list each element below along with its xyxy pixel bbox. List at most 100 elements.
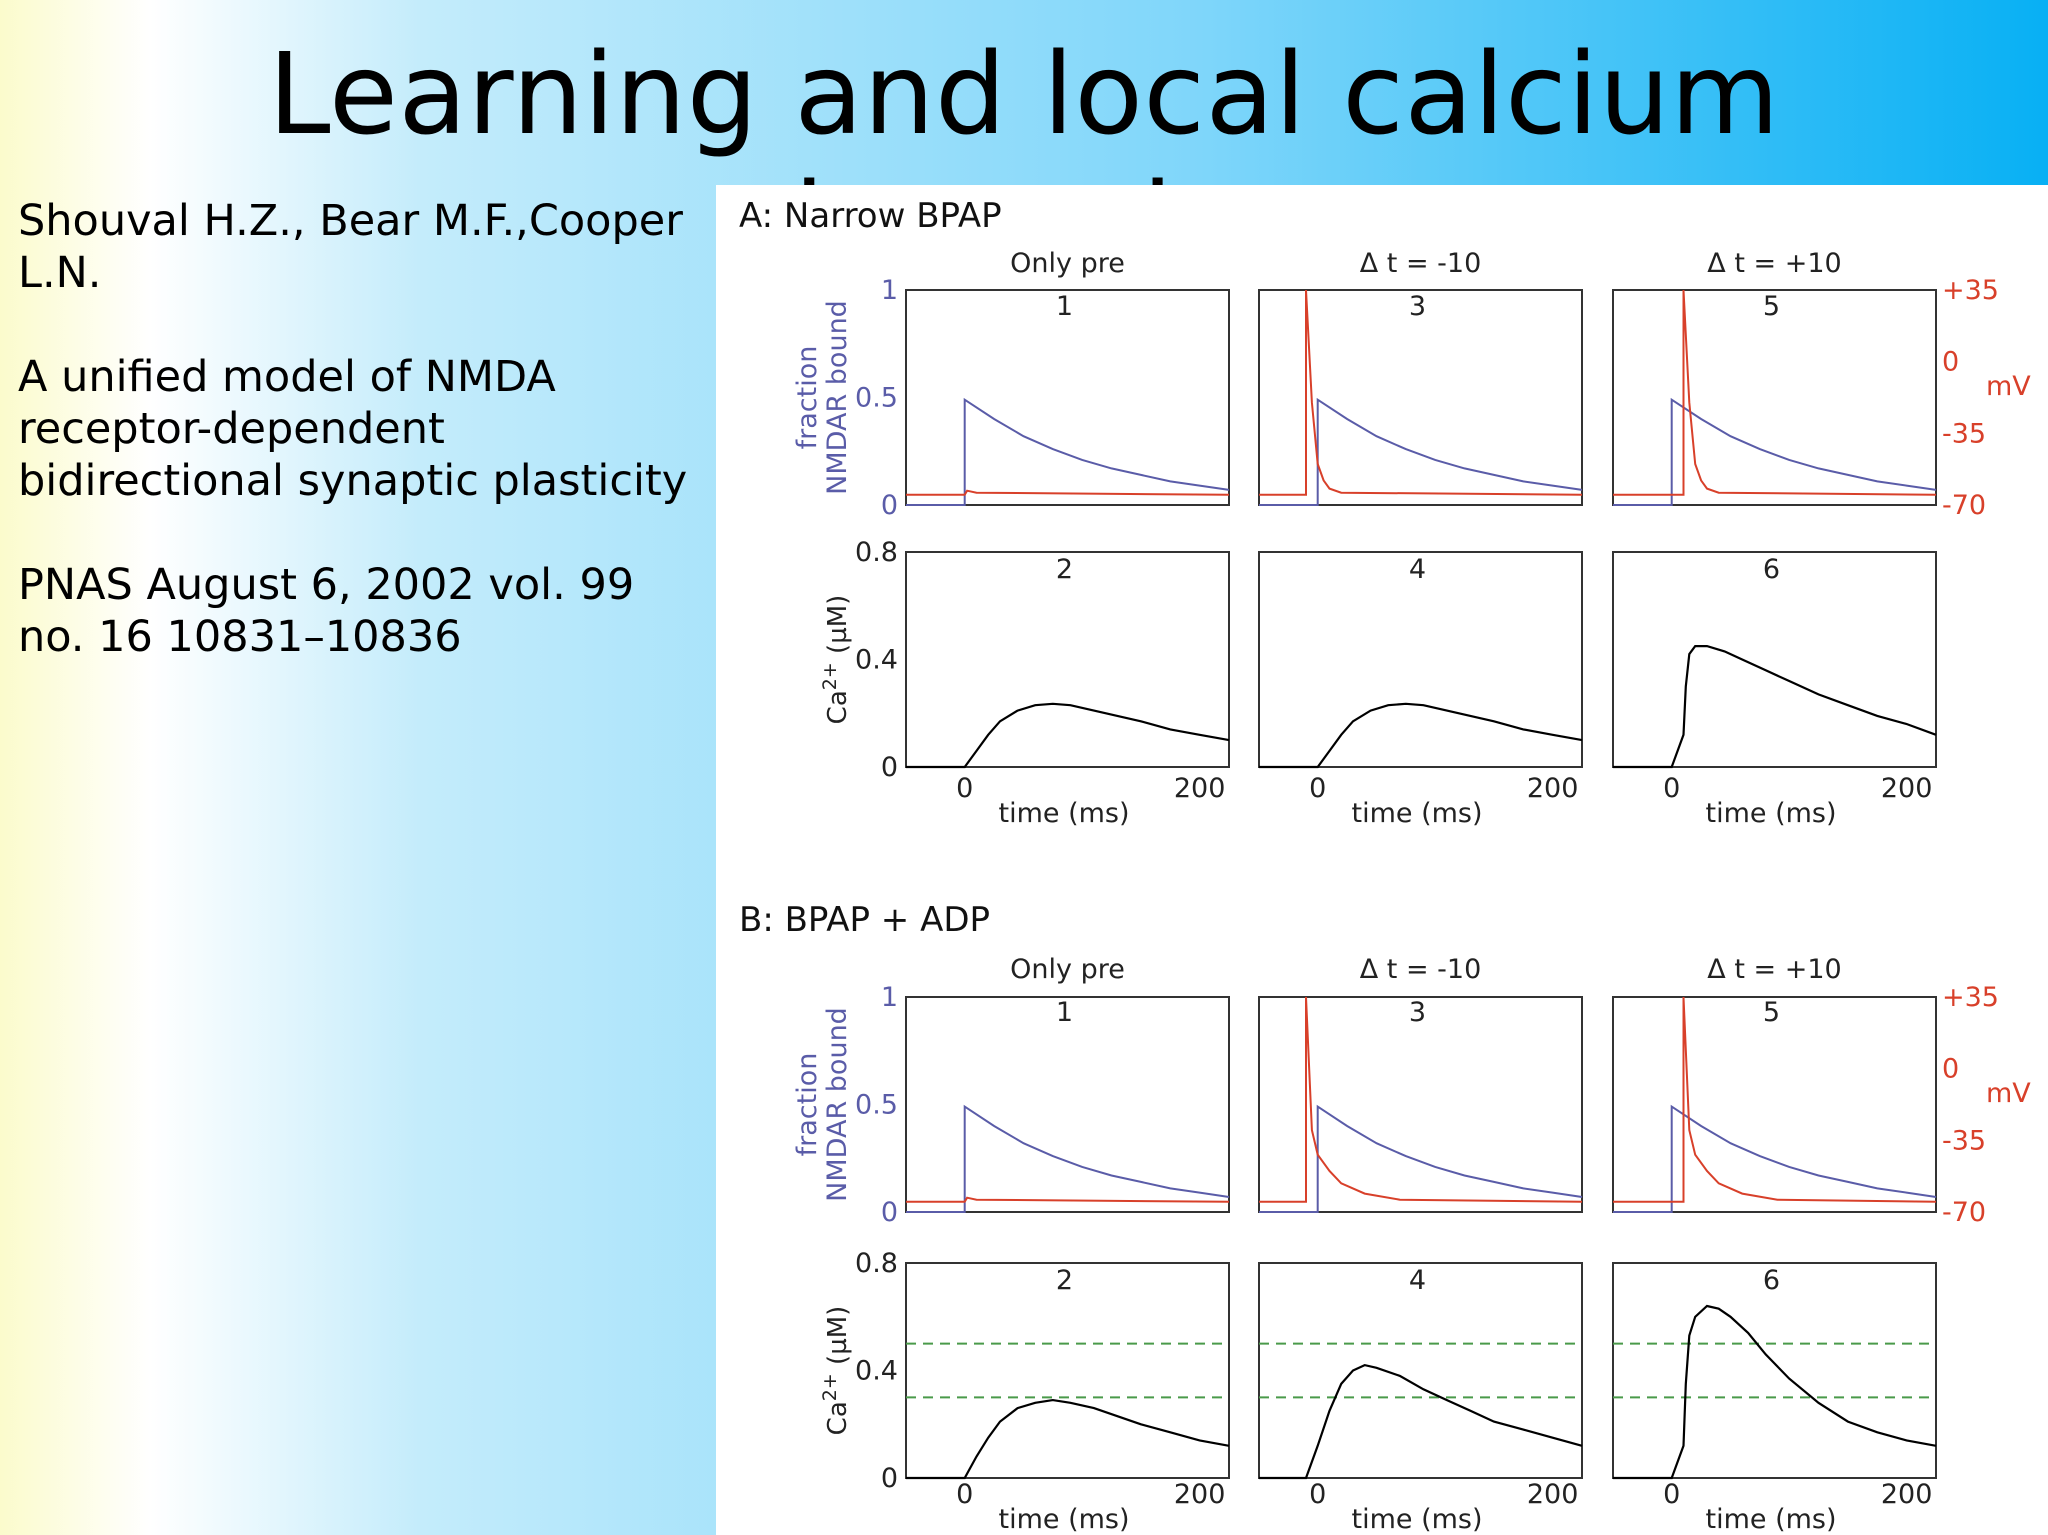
subplot-bottom-2: 2 [905, 1262, 1230, 1480]
column-title: Δ t = +10 [1707, 954, 1841, 985]
right-axis-tick: +35 [1942, 275, 1999, 306]
left-axis-tick-top: 0.5 [855, 383, 898, 414]
right-axis-tick: -70 [1942, 490, 1986, 521]
voltage-trace [906, 1196, 1230, 1203]
left-axis-tick-top: 0.5 [855, 1090, 898, 1121]
voltage-trace [1259, 289, 1583, 496]
calcium-trace [1613, 1304, 1937, 1480]
x-axis-label: time (ms) [1705, 1504, 1836, 1535]
subplot-number: 5 [1763, 291, 1780, 322]
figure-panel: A: Narrow BPAP fractionNMDAR bound -70 -35 0… [716, 185, 2048, 1535]
x-axis-tick: 200 [1174, 1479, 1226, 1510]
left-axis-tick-bottom: 0.8 [855, 537, 898, 568]
x-axis-label: time (ms) [1351, 798, 1482, 829]
right-axis-tick: -35 [1942, 1125, 1986, 1156]
column-title: Δ t = -10 [1360, 248, 1482, 279]
x-axis-label: time (ms) [998, 798, 1129, 829]
x-axis-tick: 0 [1309, 1479, 1326, 1510]
left-axis-tick-bottom: 0 [881, 752, 898, 783]
subplot-number: 4 [1409, 1265, 1426, 1296]
x-axis-label: time (ms) [1351, 1504, 1482, 1535]
panel-title: B: BPAP + ADP [739, 900, 990, 940]
subplot-number: 4 [1409, 554, 1426, 585]
subplot-number: 2 [1056, 1265, 1073, 1296]
subplot-frame [1258, 1262, 1583, 1479]
subplot-top-5: 5 [1612, 289, 1937, 506]
panel-title: A: Narrow BPAP [739, 196, 1002, 236]
x-axis-label: time (ms) [1705, 798, 1836, 829]
right-axis-tick: -35 [1942, 418, 1986, 449]
x-axis-tick: 0 [1663, 773, 1680, 804]
subplot-frame [905, 996, 1230, 1213]
left-axis-tick-top: 1 [881, 982, 898, 1013]
x-axis-tick: 200 [1527, 773, 1579, 804]
subplot-number: 6 [1763, 1265, 1780, 1296]
subplot-top-1: 1 [905, 996, 1230, 1213]
subplot-frame [1612, 996, 1937, 1213]
subplot-frame [905, 1262, 1230, 1479]
subplot-number: 6 [1763, 554, 1780, 585]
column-title: Only pre [1010, 954, 1125, 985]
right-axis-tick: +35 [1942, 982, 1999, 1013]
citation-journal: PNAS August 6, 2002 vol. 99 no. 16 10831… [18, 560, 635, 662]
left-axis-tick-bottom: 0.4 [855, 645, 898, 676]
left-axis-tick-top: 1 [881, 275, 898, 306]
left-axis-tick-top: 0 [881, 1197, 898, 1228]
left-axis-tick-bottom: 0 [881, 1463, 898, 1494]
citation-authors: Shouval H.Z., Bear M.F.,Cooper L.N. [18, 196, 683, 298]
x-axis-label: time (ms) [998, 1504, 1129, 1535]
right-axis-tick: -70 [1942, 1197, 1986, 1228]
column-title: Only pre [1010, 248, 1125, 279]
left-axis-tick-bottom: 0.4 [855, 1356, 898, 1387]
subplot-bottom-4: 4 [1258, 1262, 1583, 1480]
x-axis-tick: 0 [956, 1479, 973, 1510]
left-axis-tick-top: 0 [881, 490, 898, 521]
subplot-frame [1258, 289, 1583, 506]
right-axis-tick: 0 [1942, 347, 1959, 378]
calcium-trace [906, 1398, 1230, 1480]
y-axis-label-nmdar: fractionNMDAR bound [792, 1007, 853, 1202]
voltage-trace [1259, 996, 1583, 1203]
nmdar-trace [1259, 397, 1583, 506]
subplot-number: 2 [1056, 554, 1073, 585]
subplot-frame [1612, 551, 1937, 768]
column-title: Δ t = +10 [1707, 248, 1841, 279]
subplot-number: 1 [1056, 997, 1073, 1028]
calcium-trace [1259, 1363, 1583, 1480]
x-axis-tick: 200 [1881, 1479, 1933, 1510]
subplot-frame [1258, 996, 1583, 1213]
subplot-frame [1612, 289, 1937, 506]
calcium-trace [1259, 702, 1583, 769]
subplot-bottom-2: 2 [905, 551, 1230, 769]
subplot-top-1: 1 [905, 289, 1230, 506]
calcium-trace [906, 702, 1230, 769]
voltage-trace [1613, 996, 1937, 1203]
right-axis-tick: 0 [1942, 1054, 1959, 1085]
subplot-bottom-6: 6 [1612, 551, 1937, 769]
subplot-frame [905, 551, 1230, 768]
subplot-number: 5 [1763, 997, 1780, 1028]
subplot-top-3: 3 [1258, 996, 1583, 1213]
subplot-frame [1258, 551, 1583, 768]
x-axis-tick: 200 [1881, 773, 1933, 804]
subplot-bottom-4: 4 [1258, 551, 1583, 769]
nmdar-trace [1259, 1104, 1583, 1213]
subplot-number: 1 [1056, 291, 1073, 322]
x-axis-tick: 200 [1174, 773, 1226, 804]
x-axis-tick: 0 [1663, 1479, 1680, 1510]
left-axis-tick-bottom: 0.8 [855, 1248, 898, 1279]
nmdar-trace [1613, 1104, 1937, 1213]
y-axis-label-calcium: Ca2+ (µM) [819, 1306, 853, 1436]
right-axis-label-mv: mV [1986, 1078, 2031, 1109]
x-axis-tick: 0 [956, 773, 973, 804]
voltage-trace [1613, 289, 1937, 496]
subplot-number: 3 [1409, 997, 1426, 1028]
nmdar-trace [906, 1104, 1230, 1213]
right-axis-label-mv: mV [1986, 371, 2031, 402]
figure-svg: A: Narrow BPAP fractionNMDAR bound -70 -35 0… [739, 196, 2031, 1535]
x-axis-tick: 200 [1527, 1479, 1579, 1510]
calcium-trace [1613, 645, 1937, 769]
subplot-frame [1612, 1262, 1937, 1479]
citation-block: Shouval H.Z., Bear M.F.,Cooper L.N. A un… [18, 195, 698, 715]
citation-article-title: A unified model of NMDA receptor-depende… [18, 352, 688, 506]
